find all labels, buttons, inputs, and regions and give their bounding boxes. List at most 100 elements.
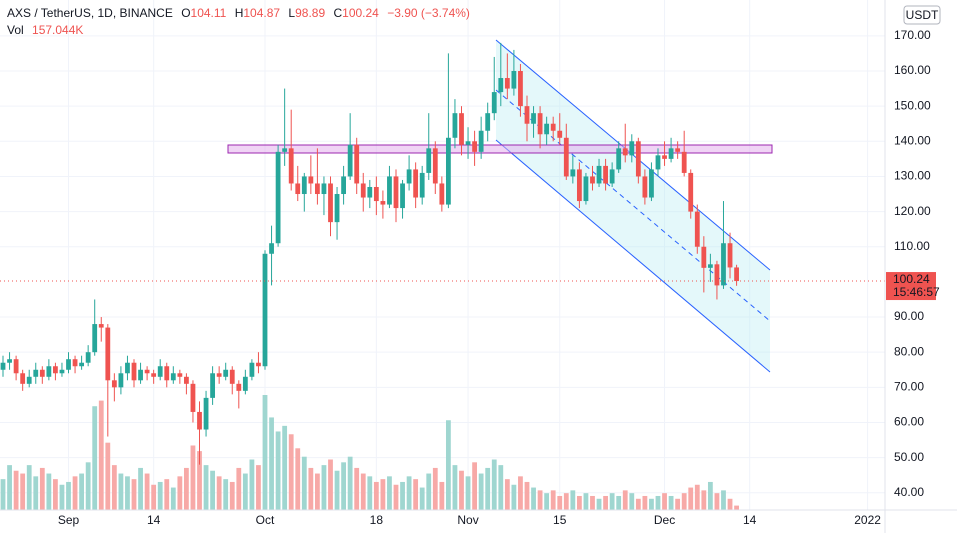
volume-bar bbox=[439, 481, 445, 510]
volume-bar bbox=[459, 470, 464, 510]
candle-body bbox=[432, 148, 438, 184]
volume-bar bbox=[308, 467, 314, 510]
resistance-zone bbox=[227, 144, 773, 154]
candle-body bbox=[452, 113, 458, 138]
volume-bar bbox=[622, 490, 628, 510]
candle-body bbox=[485, 113, 491, 131]
volume-bar bbox=[341, 462, 346, 510]
candle-body bbox=[184, 376, 189, 384]
volume-bar bbox=[675, 498, 681, 510]
currency-button[interactable] bbox=[903, 5, 941, 25]
volume-bar bbox=[157, 481, 163, 510]
candle-body bbox=[701, 246, 707, 268]
candle-body bbox=[66, 359, 71, 370]
volume-bar bbox=[688, 487, 694, 510]
volume-bar bbox=[295, 448, 301, 510]
candle-body bbox=[576, 169, 582, 202]
candle-body bbox=[269, 243, 274, 254]
volume-bar bbox=[111, 465, 117, 510]
volume-bar bbox=[242, 473, 248, 510]
candle-body bbox=[131, 362, 137, 381]
candle-body bbox=[583, 176, 589, 202]
x-tick-label: 14 bbox=[147, 513, 161, 527]
candle-body bbox=[714, 264, 720, 286]
candle-body bbox=[380, 201, 386, 205]
open-value: 104.11 bbox=[191, 6, 227, 20]
volume-bar bbox=[7, 465, 12, 510]
volume-bar bbox=[544, 493, 550, 510]
volume-bar bbox=[33, 476, 39, 510]
volume-bar bbox=[491, 459, 497, 510]
candle-body bbox=[216, 373, 222, 377]
candle-body bbox=[118, 373, 124, 388]
volume-bar bbox=[354, 467, 360, 510]
y-tick-label: 40.00 bbox=[894, 485, 924, 499]
volume-bar bbox=[524, 481, 530, 510]
x-tick-label: 2022 bbox=[854, 513, 881, 527]
candle-body bbox=[46, 366, 52, 377]
y-tick-label: 130.00 bbox=[894, 169, 931, 183]
candle-body bbox=[649, 169, 654, 198]
candle-body bbox=[256, 362, 261, 367]
change: −3.90 (−3.74%) bbox=[387, 6, 470, 20]
volume-bar bbox=[707, 481, 713, 510]
volume-bar bbox=[79, 473, 85, 510]
volume-bar bbox=[681, 493, 687, 510]
volume-bar bbox=[39, 467, 45, 510]
currency[interactable]: USDT bbox=[906, 8, 939, 22]
x-tick-label: 15 bbox=[553, 513, 567, 527]
y-tick-label: 80.00 bbox=[894, 344, 924, 358]
candle-body bbox=[511, 70, 517, 89]
volume-bar bbox=[269, 417, 274, 510]
volume-bar bbox=[197, 451, 202, 510]
candle-body bbox=[111, 380, 117, 388]
volume-bar bbox=[387, 476, 392, 510]
candle-body bbox=[360, 183, 366, 198]
volume-bar bbox=[262, 395, 268, 510]
volume-bar bbox=[190, 445, 196, 510]
candle-body bbox=[138, 369, 143, 381]
volume-bar bbox=[452, 465, 458, 510]
candles bbox=[0, 42, 885, 465]
candle-body bbox=[504, 78, 510, 89]
volume-bar bbox=[144, 473, 150, 510]
candle-body bbox=[105, 327, 111, 381]
candle-body bbox=[39, 369, 45, 377]
y-tick-label: 70.00 bbox=[894, 380, 924, 394]
volume-bar bbox=[465, 476, 471, 510]
candle-body bbox=[282, 148, 288, 152]
volume-bar bbox=[203, 465, 209, 510]
candle-body bbox=[157, 366, 163, 377]
volume-bar bbox=[66, 481, 71, 510]
volume-bar bbox=[177, 476, 183, 510]
volume-bar bbox=[485, 467, 491, 510]
candle-body bbox=[236, 383, 242, 391]
candle-body bbox=[79, 362, 85, 367]
volume-bar bbox=[288, 434, 294, 510]
x-tick-label: 14 bbox=[743, 513, 757, 527]
axes: 40.00 50.00 60.00 70.00 80.00 90.00 110.00 120.… bbox=[58, 28, 940, 527]
candle-body bbox=[190, 383, 196, 412]
candle-body bbox=[92, 324, 98, 353]
volume-legend: Vol 157.044K bbox=[7, 23, 83, 37]
volume-bar bbox=[563, 493, 569, 510]
candle-body bbox=[465, 141, 471, 145]
symbol: AXS / TetherUS, 1D, BINANCE bbox=[7, 6, 173, 20]
close-key: C bbox=[333, 6, 342, 20]
candle-body bbox=[288, 148, 294, 184]
candle-body bbox=[262, 253, 268, 367]
candle-body bbox=[210, 373, 216, 398]
volume-bar bbox=[380, 479, 386, 510]
volume-bar bbox=[321, 465, 327, 510]
volume-bar bbox=[373, 481, 379, 510]
candle-body bbox=[85, 352, 91, 363]
high-value: 104.87 bbox=[243, 6, 280, 20]
volume-bar bbox=[400, 481, 405, 510]
volume-bar bbox=[668, 495, 674, 510]
candle-body bbox=[301, 176, 307, 195]
candle-body bbox=[328, 183, 333, 223]
candle-body bbox=[26, 376, 32, 384]
volume-bar bbox=[236, 467, 242, 510]
candle-body bbox=[707, 264, 713, 268]
volume-bar bbox=[727, 498, 733, 510]
